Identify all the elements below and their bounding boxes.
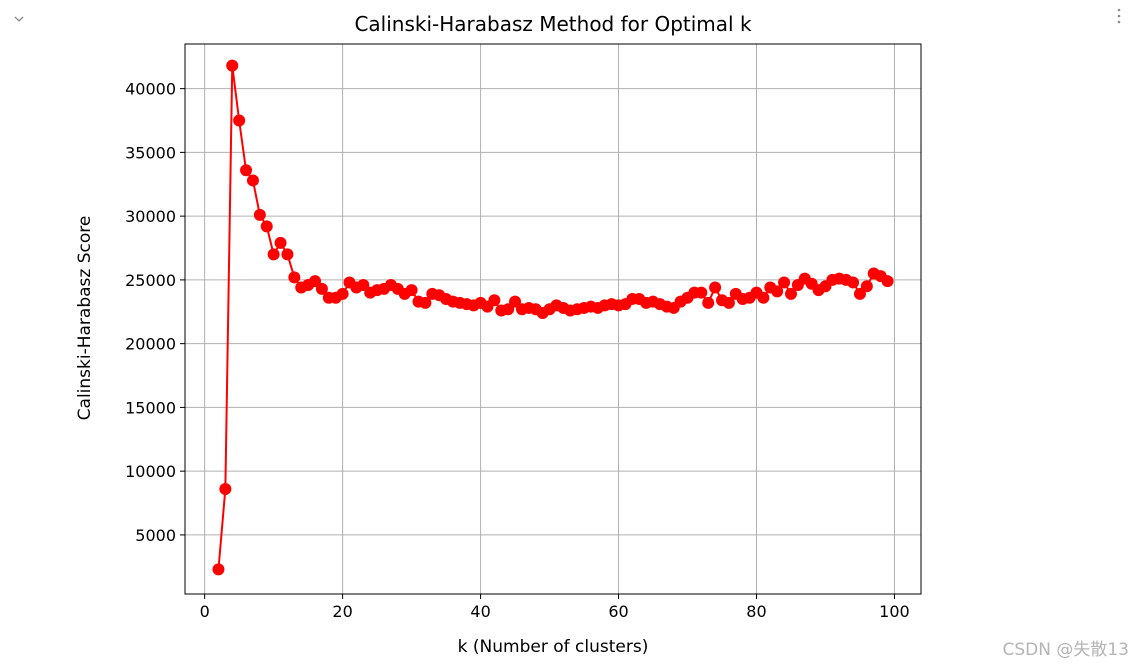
y-tick-label: 10000 xyxy=(125,462,176,481)
data-point xyxy=(881,275,894,288)
data-point xyxy=(274,236,287,249)
data-point xyxy=(260,220,273,233)
series-line xyxy=(217,64,889,570)
data-point xyxy=(336,287,349,300)
data-point xyxy=(212,563,225,576)
data-point xyxy=(709,281,722,294)
x-tick-label: 0 xyxy=(200,602,210,621)
more-options-button[interactable] xyxy=(1108,2,1130,30)
x-tick-label: 40 xyxy=(470,602,490,621)
data-point xyxy=(288,271,301,284)
y-axis-label: Calinski-Harabasz Score xyxy=(75,216,95,421)
data-point xyxy=(722,296,735,309)
y-tick-label: 5000 xyxy=(135,526,176,545)
data-point xyxy=(771,285,784,298)
data-point xyxy=(778,276,791,289)
y-tick-label: 25000 xyxy=(125,271,176,290)
data-point xyxy=(357,278,370,291)
x-tick-label: 100 xyxy=(879,602,910,621)
grid-lines xyxy=(185,44,921,594)
data-point xyxy=(860,280,873,293)
data-point xyxy=(847,276,860,289)
collapse-toggle[interactable] xyxy=(8,8,30,30)
data-point xyxy=(419,296,432,309)
data-point xyxy=(226,59,239,72)
data-point xyxy=(784,287,797,300)
x-tick-label: 60 xyxy=(608,602,628,621)
data-point xyxy=(405,284,418,297)
x-tick-label: 20 xyxy=(332,602,352,621)
data-point xyxy=(695,286,708,299)
data-point xyxy=(702,296,715,309)
y-tick-label: 30000 xyxy=(125,207,176,226)
series-layer xyxy=(212,59,894,576)
watermark: CSDN @失散13 xyxy=(1002,640,1129,660)
data-point xyxy=(240,164,253,177)
y-tick-label: 40000 xyxy=(125,80,176,99)
data-point xyxy=(233,114,246,127)
axis-ticks: 0 20 40 60 80 100 5000 10000 15000 20000 25000 3000… xyxy=(125,80,910,621)
data-point xyxy=(509,295,522,308)
data-point xyxy=(757,291,770,304)
data-point xyxy=(315,282,328,295)
y-tick-label: 35000 xyxy=(125,143,176,162)
chart-title: Calinski-Harabasz Method for Optimal k xyxy=(354,12,751,36)
data-point xyxy=(253,208,266,221)
chevron-down-icon xyxy=(14,16,24,22)
y-tick-label: 20000 xyxy=(125,335,176,354)
x-tick-label: 80 xyxy=(746,602,766,621)
data-point xyxy=(219,483,232,496)
x-axis-label: k (Number of clusters) xyxy=(458,637,649,657)
data-point xyxy=(488,294,501,307)
data-point xyxy=(853,287,866,300)
data-point xyxy=(502,303,515,316)
plot-frame xyxy=(184,43,922,595)
more-vertical-icon xyxy=(1117,8,1121,24)
data-point xyxy=(267,248,280,261)
y-tick-label: 15000 xyxy=(125,398,176,417)
data-point xyxy=(281,248,294,261)
data-point xyxy=(246,174,259,187)
data-point xyxy=(309,275,322,288)
